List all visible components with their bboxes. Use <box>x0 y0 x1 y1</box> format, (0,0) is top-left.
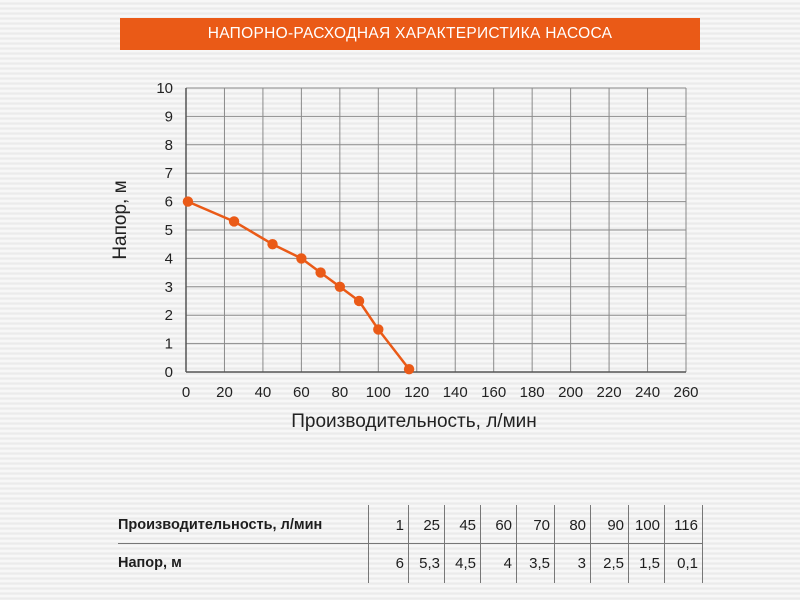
table-cell-flow: 100 <box>634 516 660 534</box>
table-cell-head: 5,3 <box>419 554 440 572</box>
y-tick-label: 4 <box>165 250 173 267</box>
table-cell-head: 1,5 <box>639 554 660 572</box>
data-point <box>353 295 365 307</box>
table-cell-flow: 45 <box>459 516 476 534</box>
table-cell-flow: 1 <box>395 516 404 534</box>
table-cell-head: 4 <box>503 554 512 572</box>
table-cell-flow: 90 <box>607 516 624 534</box>
y-tick-label: 7 <box>165 165 173 182</box>
x-tick-label: 180 <box>520 384 545 401</box>
y-tick-label: 3 <box>165 279 173 296</box>
data-point <box>373 324 384 335</box>
table-column-divider <box>628 505 629 583</box>
table-column-divider <box>480 505 481 583</box>
x-axis-title: Производительность, л/мин <box>291 411 537 432</box>
table-cell-flow: 116 <box>674 516 698 534</box>
x-tick-label: 60 <box>293 384 310 401</box>
y-tick-label: 5 <box>165 222 173 239</box>
y-tick-label: 1 <box>165 336 173 353</box>
chart-title: НАПОРНО-РАСХОДНАЯ ХАРАКТЕРИСТИКА НАСОСА <box>207 25 613 42</box>
y-tick-label: 10 <box>156 80 173 97</box>
table-cell-head: 3 <box>577 554 586 572</box>
table-cell-flow: 80 <box>569 516 586 534</box>
table-column-divider <box>702 505 703 583</box>
table-cell-head: 2,5 <box>603 554 624 572</box>
table-cell-head: 4,5 <box>455 554 476 572</box>
data-point <box>267 239 278 250</box>
x-tick-label: 20 <box>216 384 233 401</box>
table-cell-head: 0,1 <box>677 554 698 572</box>
data-point <box>228 216 240 227</box>
table-column-divider <box>444 505 445 583</box>
table-column-divider <box>408 505 409 583</box>
table-column-divider <box>554 505 555 583</box>
y-tick-label: 8 <box>165 137 173 154</box>
x-tick-label: 120 <box>404 384 429 401</box>
head-flow-chart: 0 20 40 60 80 100 120 140 160 180 200 220 240 260 0 1 2 3… <box>110 80 699 432</box>
table-column-divider <box>664 505 665 583</box>
table-column-divider <box>516 505 517 583</box>
table-cell-head: 3,5 <box>529 554 550 572</box>
table-cell-flow: 70 <box>533 516 550 534</box>
y-axis-title: Напор, м <box>110 180 131 259</box>
data-point <box>315 267 326 278</box>
x-tick-label: 220 <box>597 384 622 401</box>
table-column-divider <box>590 505 591 583</box>
table-column-divider <box>368 505 369 583</box>
table-row-label-flow: Производительность, л/мин <box>118 517 323 533</box>
y-tick-label: 6 <box>165 194 173 211</box>
x-tick-label: 140 <box>443 384 468 401</box>
x-tick-label: 260 <box>673 384 698 401</box>
data-point <box>296 253 307 264</box>
x-tick-label: 160 <box>481 384 506 401</box>
data-point <box>182 196 194 207</box>
y-tick-label: 0 <box>165 364 173 381</box>
table-divider <box>118 543 702 544</box>
x-tick-label: 80 <box>332 384 349 401</box>
data-point <box>403 363 415 375</box>
x-tick-label: 100 <box>366 384 391 401</box>
table-cell-head: 6 <box>395 554 404 572</box>
table-cell-flow: 25 <box>423 516 440 534</box>
y-tick-label: 9 <box>165 108 173 125</box>
data-point <box>334 281 346 292</box>
chart-title-banner: НАПОРНО-РАСХОДНАЯ ХАРАКТЕРИСТИКА НАСОСА <box>120 18 700 50</box>
x-tick-label: 240 <box>635 384 660 401</box>
table-row-label-head: Напор, м <box>118 555 182 571</box>
x-tick-label: 40 <box>255 384 272 401</box>
x-tick-label: 200 <box>558 384 583 401</box>
table-cell-flow: 60 <box>495 516 512 534</box>
y-tick-label: 2 <box>165 307 173 324</box>
x-tick-label: 0 <box>182 384 190 401</box>
